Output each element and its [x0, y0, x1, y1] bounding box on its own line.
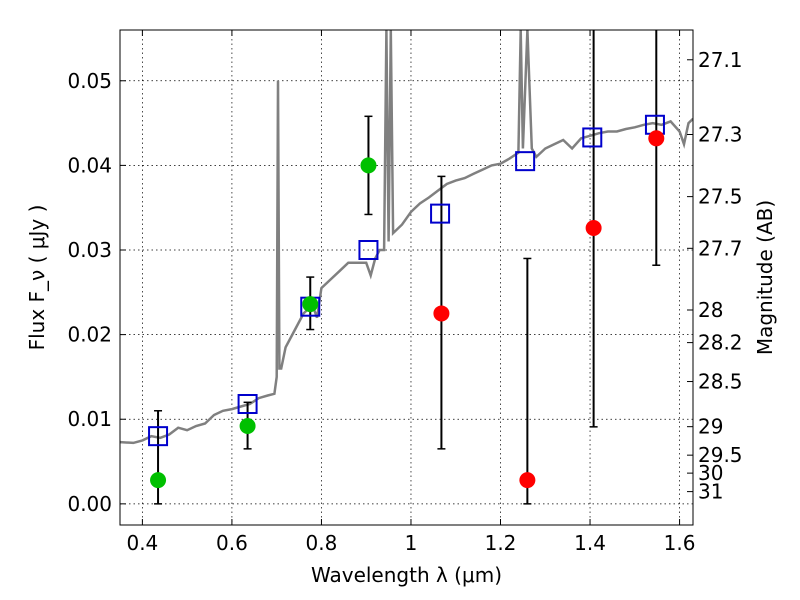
green-point: [360, 157, 377, 174]
y2-tick-label: 28.5: [698, 370, 743, 394]
y2-tick-label: 31: [698, 480, 723, 504]
model-point: [515, 151, 536, 172]
data-markers: [148, 114, 665, 489]
model-point: [430, 203, 451, 224]
y-tick-label: 0.04: [67, 153, 112, 177]
grid-lines: [120, 30, 693, 525]
x-tick-label: 1: [405, 531, 418, 555]
axis-tick-labels: 0.4 0.6 0.8 1 1.2 1.4 1.6 0.00 0.01 0.02 0.03 0.04 0…: [67, 48, 742, 555]
axis-ticks: [120, 30, 693, 525]
red-point: [433, 305, 450, 322]
y2-tick-label: 30: [698, 461, 723, 485]
y2-tick-label: 27.7: [698, 236, 743, 260]
errorbars: [154, 30, 661, 505]
red-point: [648, 130, 665, 147]
x-axis-label: Wavelength λ (μm): [311, 563, 502, 587]
green-point: [302, 296, 319, 313]
model-point: [358, 240, 379, 260]
x-tick-label: 1.2: [485, 531, 517, 555]
x-tick-label: 1.6: [664, 531, 696, 555]
x-tick-label: 0.6: [216, 531, 248, 555]
y2-tick-label: 28: [698, 298, 723, 322]
y-tick-label: 0.03: [67, 238, 112, 262]
green-point: [239, 418, 256, 434]
y2-tick-label: 27.5: [698, 185, 743, 209]
y-tick-label: 0.02: [67, 323, 112, 347]
y-tick-label: 0.00: [67, 492, 112, 516]
y2-tick-label: 27.3: [698, 122, 743, 146]
y2-tick-label: 27.1: [698, 48, 743, 72]
red-point: [585, 220, 602, 236]
model-point: [237, 394, 258, 414]
x-tick-label: 0.4: [126, 531, 158, 555]
y2-axis-label: Magnitude (AB): [753, 200, 777, 355]
x-tick-label: 0.8: [306, 531, 338, 555]
y2-tick-label: 29: [698, 415, 723, 439]
x-tick-label: 1.4: [574, 531, 606, 555]
spectrum-line: [120, 30, 693, 445]
model-point: [582, 127, 603, 148]
y2-tick-label: 29.5: [698, 443, 743, 467]
y-axis-label: Flux F_ν ( μJy ): [25, 205, 49, 351]
red-point: [519, 472, 536, 489]
y-tick-label: 0.05: [67, 69, 112, 93]
y-tick-label: 0.01: [67, 407, 112, 431]
model-point: [148, 426, 169, 447]
plot-frame: [119, 29, 694, 526]
spectrum-series: [120, 30, 693, 445]
y2-tick-label: 28.2: [698, 331, 743, 355]
green-point: [150, 472, 167, 489]
